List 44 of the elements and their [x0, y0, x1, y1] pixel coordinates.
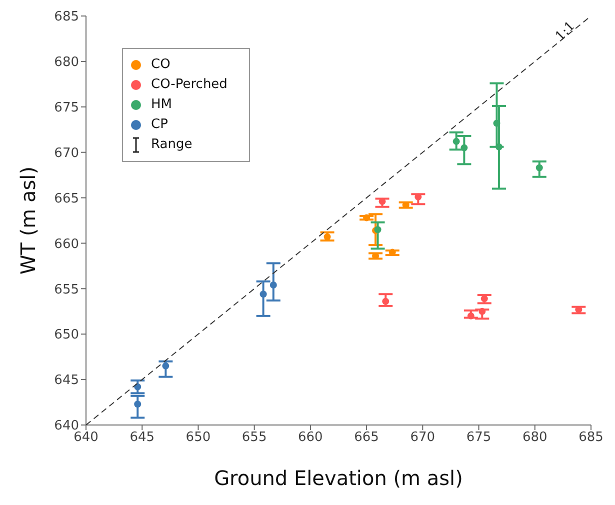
annotation: Range — [150, 136, 194, 154]
y-tick-label: 665 — [54, 191, 79, 206]
x-tick-label: 655 — [242, 430, 267, 446]
point — [378, 198, 386, 205]
x-tick-label: 650 — [186, 430, 211, 446]
point — [493, 120, 500, 127]
x-tick-label: 660 — [298, 430, 323, 446]
x-axis-title: Ground Elevation (m asl) — [214, 466, 463, 490]
y-tick-label: 660 — [54, 236, 79, 252]
annotation: 1:1 — [552, 18, 578, 44]
point — [460, 144, 468, 152]
point — [467, 312, 474, 320]
x-tick-label: 675 — [466, 430, 492, 446]
point — [134, 400, 142, 408]
x-tick-label: 680 — [522, 430, 548, 446]
x-tick-label: 645 — [130, 430, 155, 446]
legend-label: CP — [150, 116, 169, 134]
y-tick-label: 685 — [54, 10, 79, 25]
y-tick-label: 645 — [54, 373, 79, 388]
point — [478, 308, 486, 315]
x-tick-label: 665 — [354, 430, 379, 446]
legend-label: CO — [150, 56, 172, 74]
y-tick-label: 680 — [54, 55, 79, 70]
point — [536, 164, 543, 172]
point — [480, 295, 488, 302]
x-tick-label: 640 — [74, 430, 98, 446]
legend-label: CO-Perched — [150, 76, 228, 94]
point — [414, 193, 422, 200]
x-tick-label: 685 — [578, 430, 604, 446]
x-tick-label: 670 — [410, 430, 436, 446]
point — [270, 282, 277, 289]
point — [260, 290, 267, 298]
y-tick-label: 650 — [54, 328, 79, 343]
point — [162, 362, 170, 370]
point — [495, 143, 502, 150]
point — [324, 233, 331, 240]
point — [382, 298, 390, 305]
point — [452, 138, 460, 145]
y-tick-label: 675 — [54, 100, 79, 116]
point — [363, 214, 370, 222]
y-axis-title: WT (m asl) — [16, 166, 40, 275]
legend-label: HM — [150, 96, 173, 114]
y-tick-label: 670 — [54, 146, 79, 161]
y-tick-label: 655 — [54, 282, 79, 298]
